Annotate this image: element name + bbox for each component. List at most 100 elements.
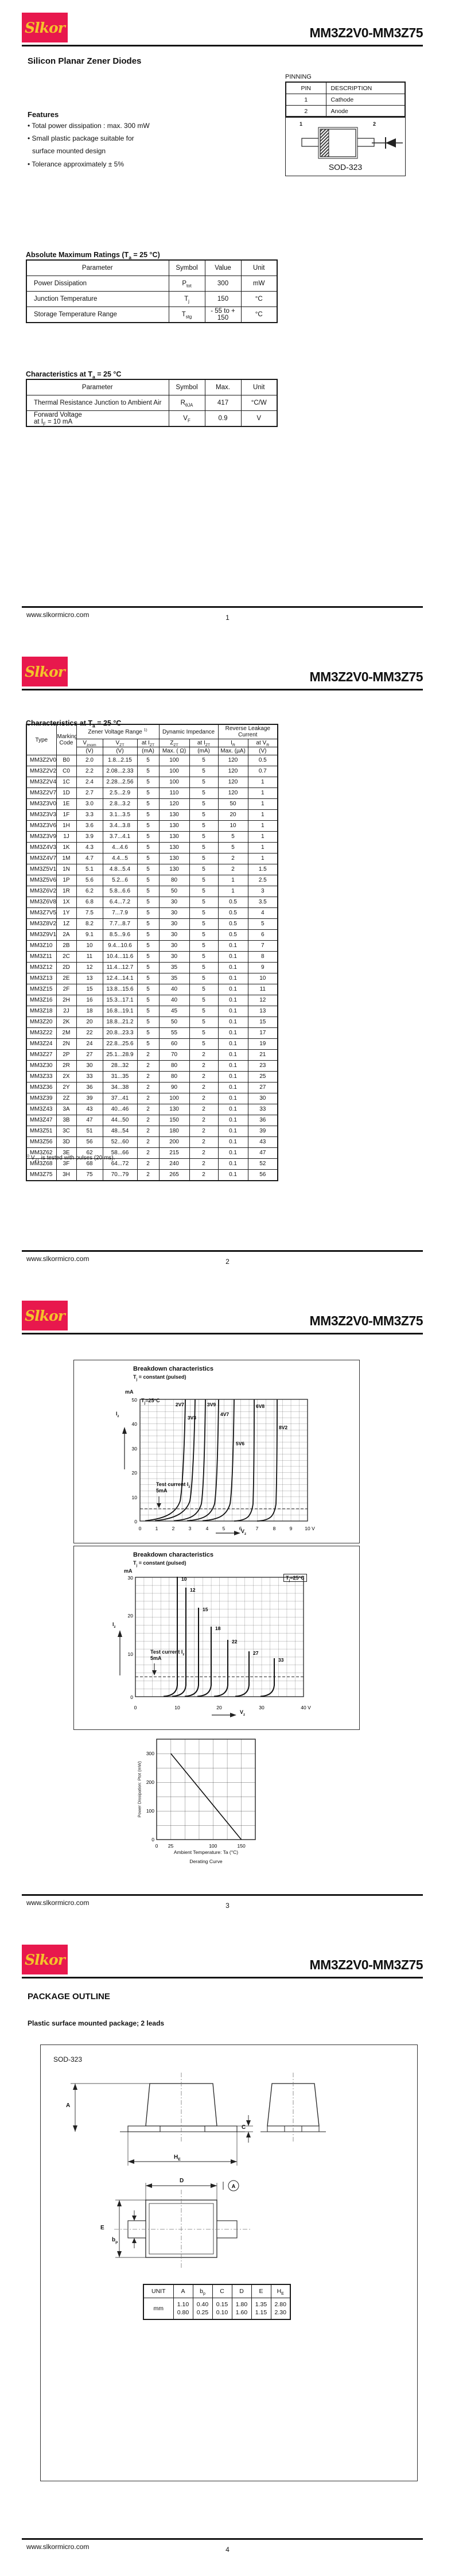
table-cell: 11.4...12.7 xyxy=(102,962,138,973)
svg-text:20: 20 xyxy=(128,1613,134,1619)
table-cell: 2A xyxy=(56,929,77,941)
table-cell: 4...4.6 xyxy=(102,842,138,854)
table-cell: C0 xyxy=(56,766,77,777)
table-cell: MM3Z36 xyxy=(26,1082,57,1093)
unit-ua: Max. (µA) xyxy=(217,747,248,755)
table-cell: 1.10 0.80 xyxy=(173,2298,193,2320)
table-cell: 9.1 xyxy=(76,929,103,941)
table-cell: 5 xyxy=(189,755,219,766)
col-group-reverse-leakage: Reverse Leakage Current xyxy=(217,724,278,739)
table-cell: 12 xyxy=(247,995,278,1006)
table-cell: 2 xyxy=(137,1071,160,1083)
table-cell: 7.5 xyxy=(76,907,103,919)
dim-arrow-icon xyxy=(246,2120,251,2126)
table-row: MM3Z2V2 C0 2.2 2.08...2.33 5 100 5 120 0.7 xyxy=(26,766,278,777)
chart2-subtitle: Tj = constant (pulsed) xyxy=(133,1560,186,1568)
table-cell: MM3Z4V3 xyxy=(26,842,57,854)
table-cell: 44...50 xyxy=(102,1115,138,1126)
table-cell: 70...79 xyxy=(102,1169,138,1181)
table-cell: 2J xyxy=(56,1006,77,1017)
table-cell: 0.1 xyxy=(217,1158,248,1170)
table-header-row: Parameter Symbol Value Unit xyxy=(26,259,278,276)
table-cell: 3A xyxy=(56,1104,77,1115)
table-row: MM3Z39 2Z 39 37...41 2 100 2 0.1 30 xyxy=(26,1093,278,1104)
table-cell: 10.4...11.6 xyxy=(102,951,138,963)
table-cell: 40 xyxy=(158,984,190,995)
table-cell: 2 xyxy=(189,1071,219,1083)
svg-text:150: 150 xyxy=(238,1843,246,1849)
col-group-zener-voltage: Zener Voltage Range 1) xyxy=(76,724,160,739)
svg-text:27: 27 xyxy=(253,1650,259,1656)
curve-27 xyxy=(235,1651,250,1697)
table-cell: 1Z xyxy=(56,918,77,930)
pinning-label: PINNING xyxy=(285,73,312,80)
derating-caption: Derating Curve xyxy=(189,1859,223,1864)
table-cell: MM3Z43 xyxy=(26,1104,57,1115)
table-cell: 15.3...17.1 xyxy=(102,995,138,1006)
svg-text:100: 100 xyxy=(146,1808,154,1814)
table-cell: 1 xyxy=(285,94,326,106)
table-cell: MM3Z15 xyxy=(26,984,57,995)
table-cell: 40 xyxy=(158,995,190,1006)
svg-text:0: 0 xyxy=(134,1519,137,1524)
table-cell: 5 xyxy=(137,951,160,963)
footer-rule xyxy=(22,1250,423,1252)
table-cell: 6 xyxy=(247,929,278,941)
chart2-xlabel: Vz xyxy=(240,1709,246,1717)
table-cell: MM3Z8V2 xyxy=(26,918,57,930)
dim-label-c: C xyxy=(242,2124,246,2131)
table-cell: 80 xyxy=(158,1071,190,1083)
curve-15 xyxy=(184,1608,199,1697)
page-4: Slkor MM3Z2V0-MM3Z75 PACKAGE OUTLINE Pla… xyxy=(0,1932,455,2576)
package-drawing xyxy=(301,127,403,159)
table-cell: 13 xyxy=(247,1006,278,1017)
table-cell: 150 xyxy=(158,1115,190,1126)
table-cell: 1N xyxy=(56,864,77,875)
table-cell: 0.15 0.10 xyxy=(212,2298,232,2320)
table-cell: mW xyxy=(240,276,278,292)
table-cell: 5 xyxy=(137,853,160,864)
table-cell: 2 xyxy=(285,105,326,118)
table-cell: 17 xyxy=(247,1027,278,1039)
table-cell: 39 xyxy=(76,1093,103,1104)
package-outline-subheading: Plastic surface mounted package; 2 leads xyxy=(28,2019,165,2027)
table-cell: VF xyxy=(168,410,205,427)
table-cell: MM3Z2V4 xyxy=(26,777,57,788)
table-cell: 5 xyxy=(137,995,160,1006)
table-cell: 2.8...3.2 xyxy=(102,798,138,810)
chart1-title: Breakdown characteristics xyxy=(133,1365,214,1372)
chart1-subtitle: Tj = constant (pulsed) xyxy=(133,1374,186,1382)
unit-ohm: Max. ( Ω) xyxy=(158,747,190,755)
curve-22 xyxy=(213,1640,228,1697)
table-cell: 90 xyxy=(158,1082,190,1093)
table-cell: 5 xyxy=(137,929,160,941)
vz-axis-arrow-icon xyxy=(234,1531,240,1535)
table-row: MM3Z47 3B 47 44...50 2 150 2 0.1 36 xyxy=(26,1115,278,1126)
table-cell: 1.35 1.15 xyxy=(251,2298,271,2320)
svg-text:200: 200 xyxy=(146,1779,154,1785)
footer-url: www.slkormicro.com xyxy=(26,611,90,619)
footer-rule xyxy=(22,2538,423,2540)
table-row: MM3Z13 2E 13 12.4...14.1 5 35 5 0.1 10 xyxy=(26,973,278,984)
svg-text:5V6: 5V6 xyxy=(236,1441,244,1446)
table-cell: 5 xyxy=(189,809,219,821)
curve-6v8 xyxy=(234,1399,255,1522)
chart1-test-current-note: Test current Iz xyxy=(156,1481,190,1489)
footer-rule xyxy=(22,1894,423,1896)
test-current-arrow-icon xyxy=(157,1503,161,1508)
table-cell: 0.1 xyxy=(217,1071,248,1083)
table-cell: 1.80 1.60 xyxy=(231,2298,252,2320)
table-cell: 0.1 xyxy=(217,1049,248,1061)
svg-text:2: 2 xyxy=(172,1526,175,1531)
table-cell: 1 xyxy=(247,820,278,832)
table-cell: 23 xyxy=(247,1060,278,1072)
table-cell: 55 xyxy=(158,1027,190,1039)
table-cell: 24 xyxy=(76,1038,103,1050)
table-cell: 2X xyxy=(56,1071,77,1083)
table-row: MM3Z2V4 1C 2.4 2.28...2.56 5 100 5 120 1 xyxy=(26,777,278,788)
table-cell: 2.0 xyxy=(76,755,103,766)
feature-item: • Total power dissipation : max. 300 mW xyxy=(28,122,150,130)
pin1-label: 1 xyxy=(300,121,303,127)
header-rule xyxy=(22,689,423,690)
table-cell: 130 xyxy=(158,853,190,864)
